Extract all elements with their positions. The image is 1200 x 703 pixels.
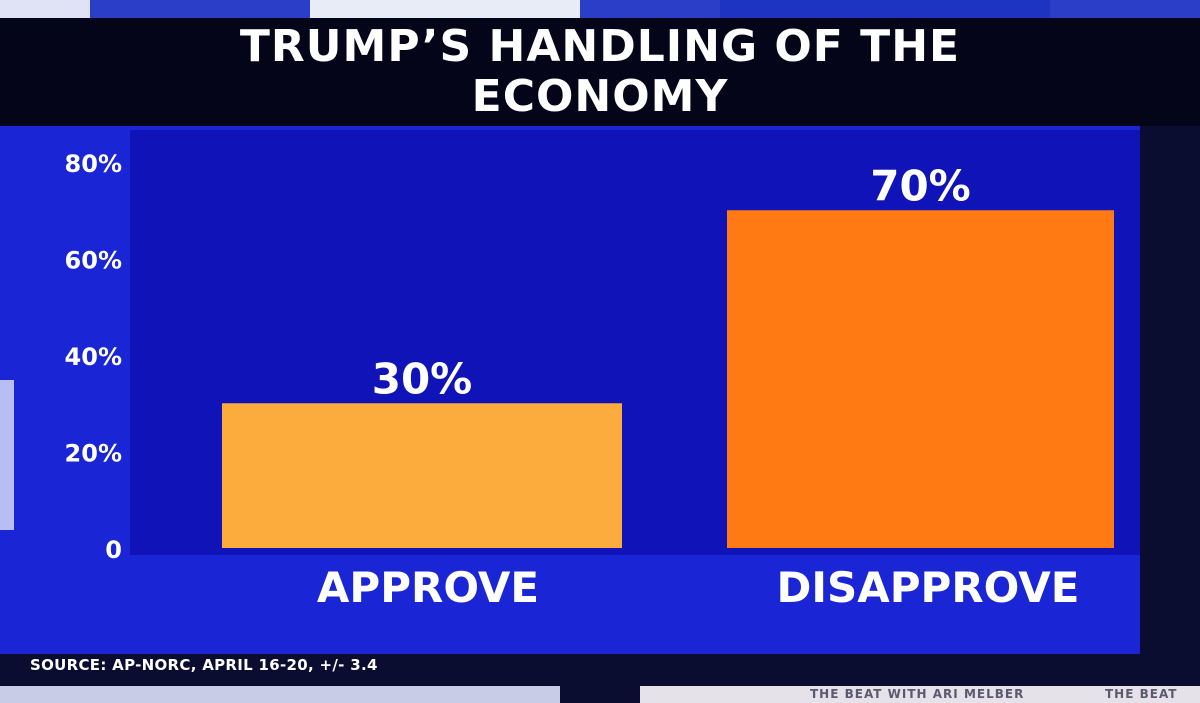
strip-segment bbox=[0, 0, 90, 18]
ticker-show-name: THE BEAT WITH ARI MELBER bbox=[810, 687, 1025, 701]
y-tick-label: 20% bbox=[65, 440, 122, 468]
strip-segment bbox=[720, 0, 1050, 18]
title-line-1: TRUMP’S HANDLING OF THE bbox=[239, 21, 961, 72]
chart-title: TRUMP’S HANDLING OF THE ECONOMY bbox=[0, 22, 1200, 122]
y-tick-label: 0 bbox=[105, 536, 122, 564]
ticker-left-bar bbox=[0, 686, 560, 703]
category-label: DISAPPROVE bbox=[777, 563, 1080, 612]
bar-approve bbox=[222, 403, 622, 548]
y-tick-label: 60% bbox=[65, 247, 122, 275]
strip-segment bbox=[310, 0, 580, 18]
data-label: 30% bbox=[372, 354, 473, 403]
top-strip bbox=[0, 0, 1200, 18]
y-tick-label: 80% bbox=[65, 150, 122, 178]
ticker-right-bar bbox=[640, 686, 1200, 703]
y-tick-label: 40% bbox=[65, 343, 122, 371]
ticker-show-name-2: THE BEAT bbox=[1105, 687, 1178, 701]
source-note: SOURCE: AP-NORC, APRIL 16-20, +/- 3.4 bbox=[30, 656, 378, 674]
data-label: 70% bbox=[870, 161, 971, 210]
title-band bbox=[0, 18, 1200, 126]
bar-disapprove bbox=[727, 210, 1114, 548]
title-line-2: ECONOMY bbox=[471, 71, 729, 122]
category-label: APPROVE bbox=[317, 563, 539, 612]
background-light bbox=[0, 380, 14, 530]
